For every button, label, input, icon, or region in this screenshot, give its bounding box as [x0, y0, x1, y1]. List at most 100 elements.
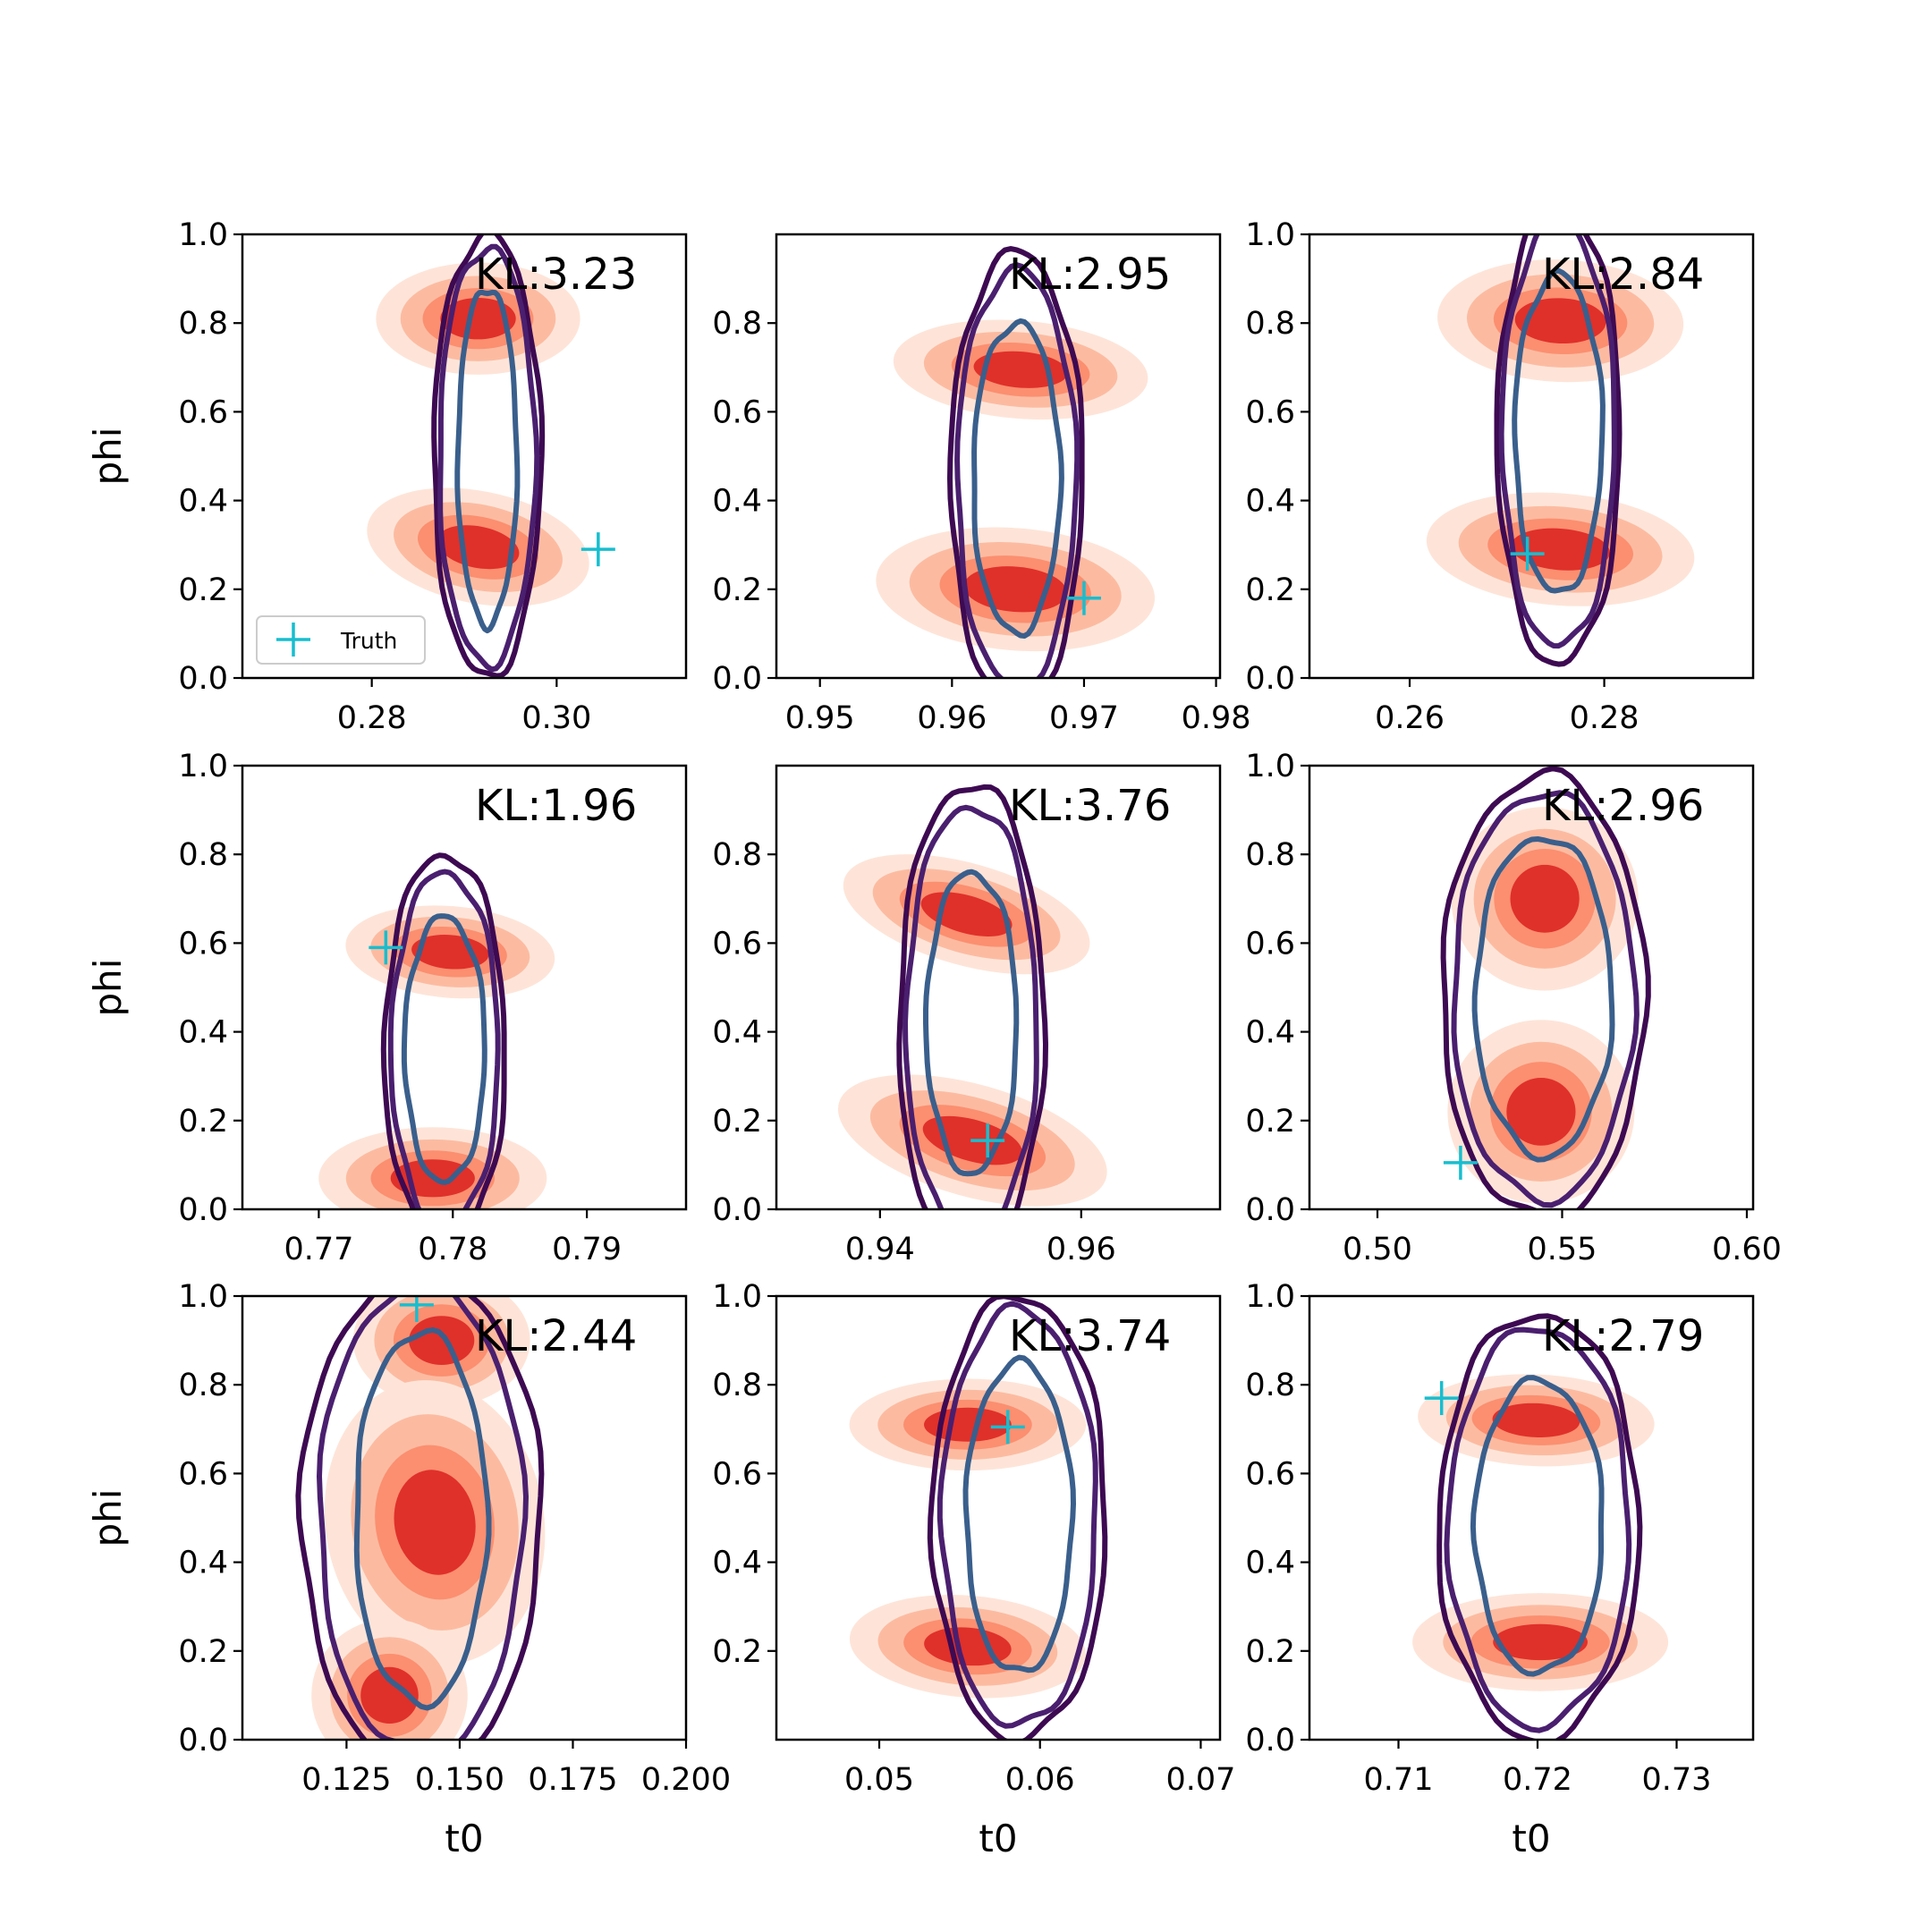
truth-marker	[399, 1296, 434, 1322]
truth-marker	[990, 1410, 1025, 1445]
x-tick-label: 0.26	[1375, 700, 1445, 736]
contour-middle	[387, 869, 501, 1209]
x-tick-label: 0.98	[1182, 700, 1251, 736]
x-tick-label: 0.97	[1049, 700, 1119, 736]
y-tick-label: 0.8	[1245, 837, 1295, 873]
truth-marker	[970, 1123, 1005, 1158]
x-tick-label: 0.05	[844, 1762, 914, 1798]
x-tick-label: 0.78	[418, 1232, 487, 1267]
plot-area	[318, 852, 555, 1209]
kde-level-4-mode-1	[1492, 1402, 1580, 1437]
kl-annotation: KL:2.79	[1542, 1311, 1704, 1361]
y-tick-label: 1.0	[1245, 749, 1295, 784]
y-tick-label: 0.4	[712, 1546, 762, 1581]
plot-area	[1440, 766, 1651, 1209]
subplot-8: 0.05 0.06 0.07 0.2 0.4 0.6 0.8 1.0 KL:3.74 t0	[712, 1279, 1235, 1860]
y-tick-label: 0.6	[1245, 394, 1295, 430]
y-tick-label: 0.8	[1245, 1368, 1295, 1403]
contour-inner	[1470, 1375, 1605, 1677]
axes-frame	[775, 233, 1222, 680]
y-tick-label: 0.2	[178, 572, 228, 608]
subplot-3: 0.26 0.28 0.0 0.2 0.4 0.6 0.8 1.0 KL:2.84	[1245, 217, 1755, 736]
y-tick-label: 0.6	[178, 394, 228, 430]
y-tick-label: 0.2	[712, 1634, 762, 1670]
axes-frame	[241, 233, 688, 680]
contour-outer	[431, 234, 546, 678]
plot-area	[837, 784, 1107, 1209]
axes-frame	[1308, 764, 1755, 1211]
subplot-1: 0.28 0.30 0.0 0.2 0.4 0.6 0.8 1.0 KL:3.23 phi Trut…	[86, 217, 688, 736]
kl-annotation: KL:2.95	[1009, 250, 1171, 300]
contour-middle	[954, 262, 1080, 678]
y-tick-label: 0.4	[712, 1015, 762, 1051]
y-tick-label: 0.0	[178, 1723, 228, 1758]
x-tick-label: 0.72	[1503, 1762, 1572, 1798]
y-tick-label: 0.8	[712, 837, 762, 873]
contour-outer	[380, 852, 507, 1209]
y-tick-label: 0.0	[178, 661, 228, 697]
contour-inner	[454, 289, 521, 634]
contour-middle	[936, 1301, 1098, 1729]
y-tick-label: 0.4	[1245, 484, 1295, 520]
kl-annotation: KL:3.76	[1009, 781, 1171, 831]
legend-box	[256, 615, 426, 665]
subplot-7: 0.125 0.150 0.175 0.200 0.0 0.2 0.4 0.6 0.8 1.0 KL…	[86, 1279, 731, 1860]
subplot-9: 0.71 0.72 0.73 0.0 0.2 0.4 0.6 0.8 1.0 KL:2.79 t0	[1245, 1279, 1755, 1860]
x-tick-label: 0.50	[1343, 1232, 1412, 1267]
y-tick-label: 0.0	[1245, 1192, 1295, 1228]
x-tick-label: 0.71	[1364, 1762, 1434, 1798]
x-tick-label: 0.79	[552, 1232, 622, 1267]
x-tick-label: 0.28	[1570, 700, 1640, 736]
y-tick-label: 1.0	[178, 749, 228, 784]
axes-frame	[1308, 233, 1755, 680]
contour-outer	[896, 784, 1048, 1209]
x-tick-label: 0.28	[337, 700, 407, 736]
y-tick-label: 0.8	[712, 306, 762, 342]
contour-inner	[1471, 836, 1615, 1163]
kl-annotation: KL:2.84	[1542, 250, 1704, 300]
y-tick-label: 1.0	[1245, 217, 1295, 253]
y-tick-label: 0.0	[712, 1192, 762, 1228]
contour-middle	[902, 804, 1039, 1209]
y-tick-label: 0.4	[712, 484, 762, 520]
contour-outer	[927, 1296, 1108, 1740]
kde-level-4-mode-2	[1493, 1623, 1588, 1661]
y-tick-label: 0.4	[178, 1015, 228, 1051]
y-tick-label: 0.2	[712, 572, 762, 608]
x-axis-label: t0	[979, 1817, 1017, 1860]
plot-area	[849, 1296, 1108, 1740]
y-tick-label: 0.2	[1245, 572, 1295, 608]
x-tick-label: 0.95	[785, 700, 855, 736]
y-tick-label: 0.2	[1245, 1104, 1295, 1140]
y-tick-label: 1.0	[178, 217, 228, 253]
y-tick-label: 1.0	[712, 1279, 762, 1315]
x-tick-label: 0.73	[1642, 1762, 1712, 1798]
contour-outer	[1440, 766, 1651, 1209]
y-tick-label: 0.0	[1245, 1723, 1295, 1758]
y-tick-label: 0.2	[712, 1104, 762, 1140]
x-tick-label: 0.77	[284, 1232, 353, 1267]
kde-level-4-mode-3	[360, 1666, 419, 1724]
x-axis-label: t0	[445, 1817, 483, 1860]
x-tick-label: 0.60	[1712, 1232, 1782, 1267]
y-axis-label: phi	[86, 1489, 130, 1547]
y-axis-label: phi	[86, 959, 130, 1017]
contour-middle	[1444, 1326, 1632, 1733]
x-axis-label: t0	[1512, 1817, 1550, 1860]
subplot-6: 0.50 0.55 0.60 0.0 0.2 0.4 0.6 0.8 1.0 KL:2.96	[1245, 749, 1782, 1267]
plot-area	[1412, 1313, 1669, 1740]
y-tick-label: 0.8	[178, 1368, 228, 1403]
x-tick-label: 0.55	[1528, 1232, 1597, 1267]
axes-frame	[775, 1294, 1222, 1741]
kl-annotation: KL:2.96	[1542, 781, 1704, 831]
contour-inner	[971, 318, 1064, 639]
x-tick-label: 0.06	[1005, 1762, 1075, 1798]
y-tick-label: 0.4	[1245, 1546, 1295, 1581]
kl-annotation: KL:2.44	[475, 1311, 637, 1361]
truth-marker	[580, 532, 615, 567]
y-tick-label: 0.6	[712, 926, 762, 962]
contour-inner	[962, 1354, 1076, 1674]
kl-annotation: KL:1.96	[475, 781, 637, 831]
truth-marker	[1510, 537, 1545, 572]
